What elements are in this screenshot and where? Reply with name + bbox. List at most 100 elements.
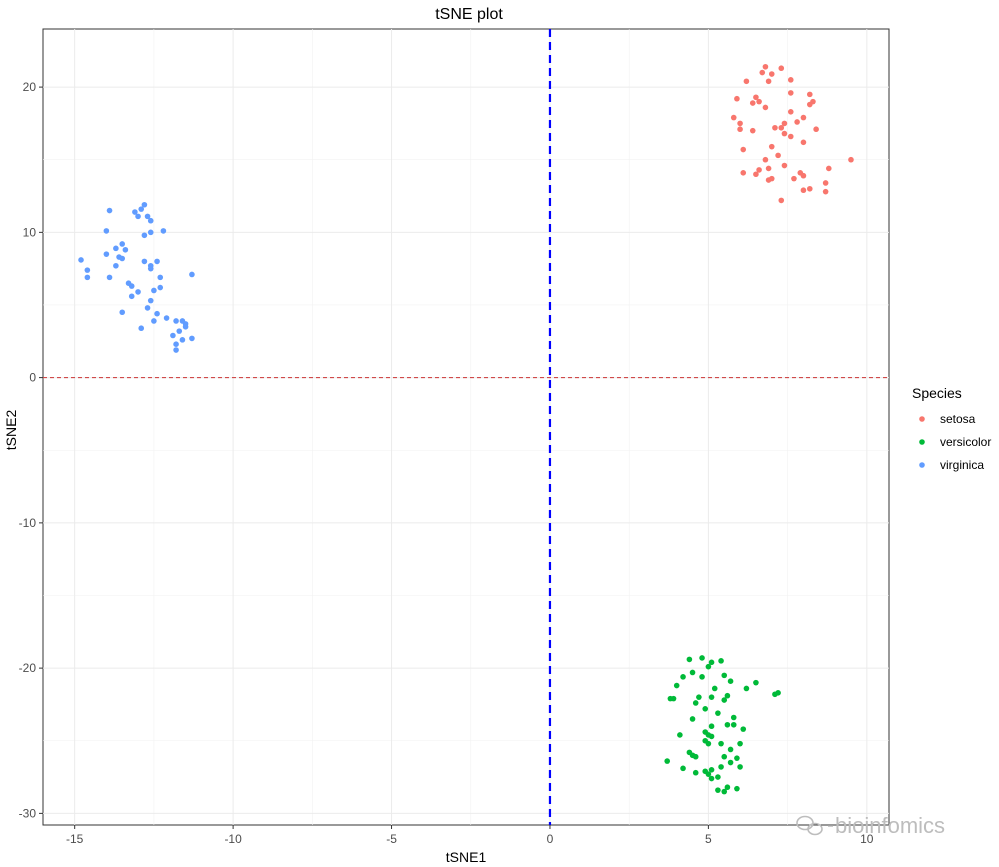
point-versicolor <box>727 746 734 753</box>
point-versicolor <box>724 692 731 699</box>
x-tick-label: 5 <box>705 832 712 846</box>
point-versicolor <box>718 764 724 770</box>
point-virginica <box>173 318 179 324</box>
legend-key-setosa <box>919 416 925 422</box>
watermark: bioinfomics <box>796 813 945 838</box>
point-versicolor <box>737 764 743 770</box>
y-tick-label: -30 <box>19 806 37 820</box>
point-virginica <box>141 201 148 208</box>
point-setosa <box>791 175 797 182</box>
point-versicolor <box>677 732 683 738</box>
point-virginica <box>122 246 129 253</box>
point-virginica <box>78 257 84 263</box>
watermark-text: bioinfomics <box>835 813 945 838</box>
point-virginica <box>154 258 160 265</box>
x-tick-label: -10 <box>224 832 242 846</box>
point-setosa <box>730 114 737 121</box>
point-versicolor <box>696 694 702 700</box>
point-versicolor <box>730 714 737 721</box>
point-versicolor <box>772 691 778 698</box>
x-tick-label: 10 <box>860 832 874 846</box>
legend-label-setosa: setosa <box>940 412 976 426</box>
point-versicolor <box>708 659 715 666</box>
point-virginica <box>135 213 141 220</box>
y-tick-label: 0 <box>29 371 36 385</box>
point-setosa <box>781 162 788 169</box>
point-setosa <box>756 98 762 105</box>
point-virginica <box>119 309 126 316</box>
point-setosa <box>753 94 759 101</box>
point-virginica <box>147 217 154 224</box>
point-versicolor <box>708 733 715 740</box>
point-versicolor <box>721 788 728 795</box>
point-virginica <box>144 305 151 311</box>
legend-title: Species <box>912 385 962 401</box>
y-tick-label: 20 <box>23 80 37 94</box>
x-tick-label: -5 <box>386 832 397 846</box>
point-setosa <box>800 114 807 121</box>
point-virginica <box>182 323 189 330</box>
point-setosa <box>781 120 788 127</box>
point-setosa <box>749 100 756 106</box>
point-versicolor <box>718 658 724 664</box>
point-virginica <box>176 328 183 334</box>
point-setosa <box>822 188 829 195</box>
point-versicolor <box>734 755 740 761</box>
point-versicolor <box>721 753 728 760</box>
point-versicolor <box>689 716 696 722</box>
point-virginica <box>151 318 157 324</box>
point-versicolor <box>740 726 747 732</box>
point-versicolor <box>708 694 715 700</box>
point-virginica <box>138 206 145 212</box>
y-tick-label: -20 <box>19 661 37 675</box>
point-virginica <box>163 315 170 321</box>
point-versicolor <box>664 758 671 764</box>
reference-lines <box>43 29 889 825</box>
point-versicolor <box>708 767 715 773</box>
point-virginica <box>141 232 148 239</box>
point-versicolor <box>708 723 715 730</box>
point-setosa <box>778 197 785 204</box>
point-versicolor <box>727 759 734 766</box>
point-versicolor <box>753 679 759 686</box>
point-versicolor <box>692 769 699 776</box>
point-setosa <box>762 63 769 70</box>
point-setosa <box>740 146 747 153</box>
point-versicolor <box>737 740 743 747</box>
point-setosa <box>794 119 800 125</box>
legend-label-virginica: virginica <box>940 458 984 472</box>
point-setosa <box>825 165 832 172</box>
point-versicolor <box>680 765 686 772</box>
point-versicolor <box>730 721 737 728</box>
point-setosa <box>737 120 743 127</box>
point-virginica <box>147 265 154 272</box>
point-versicolor <box>699 674 705 680</box>
point-setosa <box>787 133 794 140</box>
x-tick-label: -15 <box>66 832 84 846</box>
point-setosa <box>787 90 794 96</box>
point-setosa <box>737 126 743 133</box>
point-setosa <box>765 165 772 172</box>
plot-panel <box>42 28 890 826</box>
x-tick-label: 0 <box>547 832 554 846</box>
point-virginica <box>154 310 160 317</box>
point-versicolor <box>702 705 709 712</box>
point-setosa <box>800 187 807 194</box>
point-virginica <box>84 267 91 273</box>
point-virginica <box>173 347 179 353</box>
point-setosa <box>768 143 775 150</box>
point-virginica <box>179 337 186 343</box>
point-versicolor <box>699 655 705 661</box>
point-virginica <box>147 229 154 236</box>
point-setosa <box>765 78 772 85</box>
x-axis-ticks: -15 -10 -5 0 5 10 <box>66 825 874 846</box>
point-versicolor <box>670 695 677 702</box>
legend-key-versicolor <box>919 439 925 445</box>
y-tick-label: -10 <box>19 516 37 530</box>
point-setosa <box>772 124 778 131</box>
point-versicolor <box>724 784 731 791</box>
point-virginica <box>189 271 195 278</box>
point-versicolor <box>689 669 696 676</box>
y-axis-ticks: -30 -20 -10 0 10 20 <box>19 80 43 820</box>
